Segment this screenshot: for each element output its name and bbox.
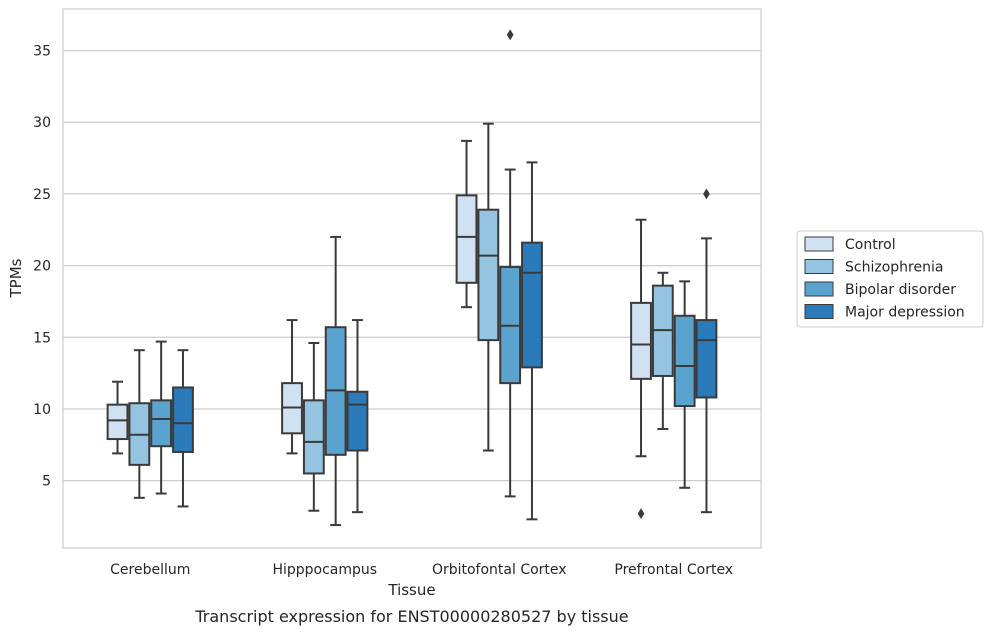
box (695, 319, 718, 399)
y-tick-label: 20 (33, 259, 51, 275)
legend-swatch (804, 281, 834, 297)
box (477, 208, 500, 342)
legend-swatch (804, 236, 834, 252)
legend-swatch (804, 304, 834, 319)
y-tick-label: 25 (33, 187, 51, 203)
outlier-point (506, 29, 514, 41)
box-group (630, 188, 718, 519)
box (106, 403, 129, 441)
legend-label: Major depression (845, 305, 965, 321)
x-tick-label: Hipppocampus (272, 562, 377, 578)
box (630, 301, 652, 380)
x-tick-label: Cerebellum (110, 562, 190, 578)
box-group (455, 29, 543, 521)
outlier-point (703, 188, 710, 200)
legend: Control Schizophrenia Bipolar disorder Majo… (796, 230, 984, 328)
y-axis-label: TPMs (7, 258, 25, 298)
chart-caption: Transcript expression for ENST0000028052… (194, 607, 628, 626)
box (172, 386, 194, 453)
x-tick-label: Prefrontal Cortex (614, 562, 733, 578)
x-axis-label: Tissue (387, 581, 435, 599)
box (302, 399, 325, 475)
plot-area-frame (62, 8, 762, 549)
y-tick-labels: 5 10 15 20 25 30 35 (33, 44, 51, 490)
y-tick-label: 30 (33, 115, 51, 131)
box (346, 390, 369, 452)
x-tick-label: Orbitofontal Cortex (432, 562, 567, 578)
y-tick-label: 5 (42, 474, 51, 490)
box-groups (106, 29, 718, 527)
x-tick-labels: Cerebellum Hipppocampus Orbitofontal Corte… (110, 562, 733, 578)
y-tick-label: 10 (33, 402, 51, 418)
box (455, 194, 478, 284)
box-group (106, 340, 194, 508)
legend-swatch (804, 259, 834, 274)
y-tick-label: 35 (33, 44, 51, 60)
y-tick-label: 15 (33, 330, 51, 346)
legend-frame (796, 230, 984, 328)
legend-label: Schizophrenia (845, 260, 943, 276)
box (521, 241, 543, 369)
box (150, 399, 173, 448)
box (673, 314, 696, 408)
outlier-point (637, 508, 645, 519)
box-group (281, 235, 369, 527)
legend-label: Bipolar disorder (845, 282, 956, 298)
legend-label: Control (845, 237, 896, 253)
